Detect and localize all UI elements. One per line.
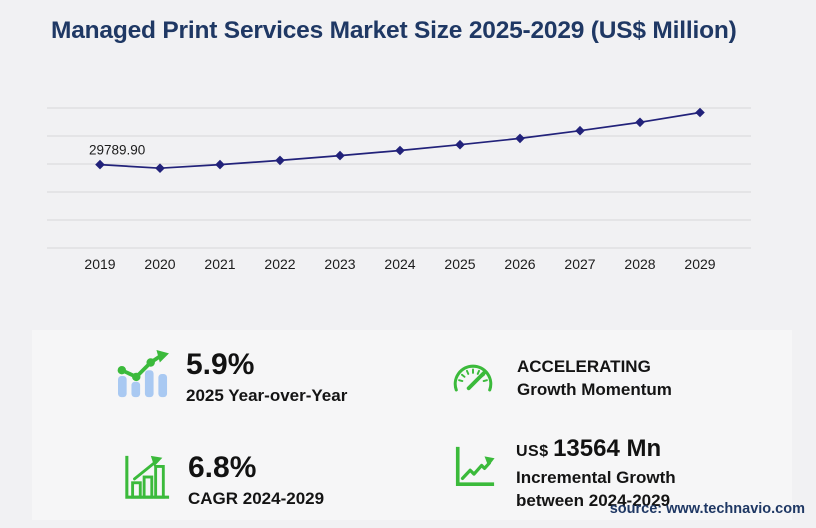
axes-uptrend-arrow-icon <box>452 440 496 490</box>
stats-panel: 5.9% 2025 Year-over-Year <box>32 330 792 520</box>
yoy-growth-value: 5.9% <box>186 348 255 381</box>
data-point-marker <box>515 133 525 144</box>
data-point-marker <box>275 155 285 166</box>
data-point-marker <box>95 159 105 170</box>
x-axis-label: 2020 <box>144 256 175 272</box>
momentum-line1: ACCELERATING <box>517 357 651 376</box>
x-axis-label: 2025 <box>444 256 475 272</box>
market-size-line-chart: 2019 2020 2021 2022 2023 2024 2025 2026 2027 2028… <box>45 93 757 283</box>
x-axis-label: 2029 <box>684 256 715 272</box>
source-attribution: source: www.technavio.com <box>609 501 805 517</box>
data-point-marker <box>395 145 405 156</box>
incremental-line1: Incremental Growth <box>516 468 676 487</box>
speedometer-icon <box>449 361 497 403</box>
data-point-marker <box>335 150 345 161</box>
data-point-marker <box>635 117 645 128</box>
chart-canvas: 2019 2020 2021 2022 2023 2024 2025 2026 2027 2028… <box>47 107 751 272</box>
bars-with-trend-line-icon <box>115 350 171 400</box>
data-point-label: 29789.90 <box>89 143 145 158</box>
data-point-marker <box>215 159 225 170</box>
incremental-amount: 13564 Mn <box>553 435 662 462</box>
stat-growth-momentum: ACCELERATING Growth Momentum <box>449 355 672 403</box>
page-title: Managed Print Services Market Size 2025-… <box>51 17 737 44</box>
x-axis-label: 2028 <box>624 256 655 272</box>
cagr-label: CAGR 2024-2029 <box>188 489 325 508</box>
data-point-marker <box>155 163 165 173</box>
x-axis-label: 2022 <box>264 256 295 272</box>
x-axis-label: 2024 <box>384 256 415 272</box>
incremental-line2: between 2024-2029 <box>516 491 671 510</box>
x-axis-label: 2027 <box>564 256 595 272</box>
stat-cagr: 6.8% CAGR 2024-2029 <box>122 450 324 510</box>
x-axis-label: 2026 <box>504 256 535 272</box>
data-point-marker <box>575 125 585 136</box>
cagr-value: 6.8% <box>188 451 257 484</box>
x-axis-label: 2019 <box>84 256 115 272</box>
stat-yoy-growth: 5.9% 2025 Year-over-Year <box>115 347 347 407</box>
x-axis-label: 2023 <box>324 256 355 272</box>
momentum-line2: Growth Momentum <box>517 380 672 399</box>
incremental-currency: US$ <box>516 443 549 460</box>
x-axis-label: 2021 <box>204 256 235 272</box>
data-point-marker <box>695 107 705 118</box>
data-point-marker <box>455 139 465 150</box>
yoy-growth-label: 2025 Year-over-Year <box>186 386 348 405</box>
market-size-series-line <box>99 111 701 170</box>
stat-incremental-growth: US$ 13564 Mn Incremental Growth between … <box>452 435 676 512</box>
bar-chart-growth-arrow-icon <box>122 453 172 501</box>
